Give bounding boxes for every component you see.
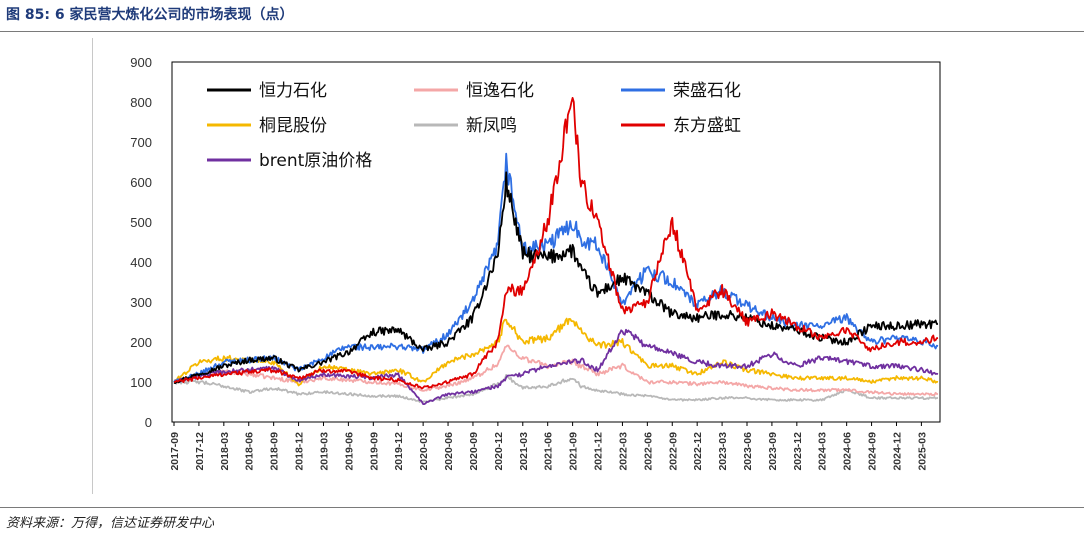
x-tick-label: 2019-03 bbox=[318, 432, 330, 471]
source-note: 资料来源：万得，信达证券研发中心 bbox=[6, 516, 215, 531]
x-tick-label: 2023-06 bbox=[742, 432, 754, 471]
x-tick-label: 2018-12 bbox=[294, 432, 306, 471]
x-tick-label: 2021-03 bbox=[518, 432, 530, 471]
x-tick-label: 2021-12 bbox=[593, 432, 605, 471]
series-line bbox=[173, 374, 938, 403]
x-tick-label: 2018-06 bbox=[244, 432, 256, 471]
x-tick-label: 2018-09 bbox=[269, 432, 281, 471]
x-tick-label: 2017-09 bbox=[169, 432, 181, 471]
bottom-rule bbox=[0, 507, 1084, 508]
series-line bbox=[173, 152, 939, 383]
x-tick-label: 2021-09 bbox=[568, 432, 580, 471]
axis-layer: 0 100 200 300 400 500 600 700 800 900 2017-09 2017-… bbox=[130, 55, 941, 471]
x-tick-label: 2018-03 bbox=[219, 432, 231, 471]
legend-label: 桐昆股份 bbox=[259, 116, 327, 136]
legend-label: brent原油价格 bbox=[259, 151, 372, 171]
x-tick-label: 2020-09 bbox=[468, 432, 480, 471]
x-tick-label: 2022-12 bbox=[692, 432, 704, 471]
y-tick-label: 800 bbox=[130, 95, 152, 110]
x-tick-label: 2024-06 bbox=[842, 432, 854, 471]
x-tick-label: 2022-09 bbox=[667, 432, 679, 471]
y-tick-label: 300 bbox=[130, 295, 152, 310]
figure-title: 图 85: 6 家民营大炼化公司的市场表现（点） bbox=[6, 7, 294, 23]
x-tick-label: 2023-12 bbox=[792, 432, 804, 471]
legend-label: 新凤鸣 bbox=[466, 116, 517, 136]
x-tick-label: 2024-09 bbox=[867, 432, 879, 471]
x-tick-label: 2022-06 bbox=[642, 432, 654, 471]
legend-label: 荣盛石化 bbox=[673, 81, 741, 101]
x-tick-label: 2021-06 bbox=[543, 432, 555, 471]
y-tick-label: 400 bbox=[130, 255, 152, 270]
x-tick-label: 2025-03 bbox=[916, 432, 928, 471]
y-tick-label: 200 bbox=[130, 335, 152, 350]
series-line bbox=[174, 97, 939, 390]
x-tick-label: 2020-06 bbox=[443, 432, 455, 471]
top-rule bbox=[0, 31, 1084, 32]
series-line bbox=[173, 328, 939, 405]
series-line bbox=[173, 171, 938, 385]
legend-label: 恒力石化 bbox=[259, 81, 327, 101]
x-tick-label: 2020-03 bbox=[418, 432, 430, 471]
y-tick-label: 500 bbox=[130, 215, 152, 230]
line-chart: 0 100 200 300 400 500 600 700 800 900 2017-09 2017-… bbox=[130, 55, 941, 471]
x-tick-label: 2024-03 bbox=[817, 432, 829, 471]
y-tick-label: 600 bbox=[130, 175, 152, 190]
x-tick-label: 2024-12 bbox=[891, 432, 903, 471]
x-tick-label: 2019-09 bbox=[368, 432, 380, 471]
x-tick-label: 2022-03 bbox=[617, 432, 629, 471]
x-tick-label: 2017-12 bbox=[194, 432, 206, 471]
series-line bbox=[173, 317, 939, 387]
x-tick-label: 2020-12 bbox=[493, 432, 505, 471]
series-line bbox=[173, 344, 938, 397]
x-tick-label: 2019-12 bbox=[393, 432, 405, 471]
y-tick-label: 0 bbox=[145, 415, 152, 430]
plot-frame bbox=[171, 61, 941, 423]
y-tick-label: 700 bbox=[130, 135, 152, 150]
left-divider bbox=[92, 38, 93, 494]
x-tick-label: 2023-09 bbox=[767, 432, 779, 471]
x-tick-label: 2019-06 bbox=[343, 432, 355, 471]
series-layer bbox=[173, 97, 939, 405]
legend-label: 恒逸石化 bbox=[466, 81, 534, 101]
x-tick-label: 2023-03 bbox=[717, 432, 729, 471]
y-tick-label: 100 bbox=[130, 375, 152, 390]
y-tick-label: 900 bbox=[130, 55, 152, 70]
legend-label: 东方盛虹 bbox=[673, 116, 741, 136]
